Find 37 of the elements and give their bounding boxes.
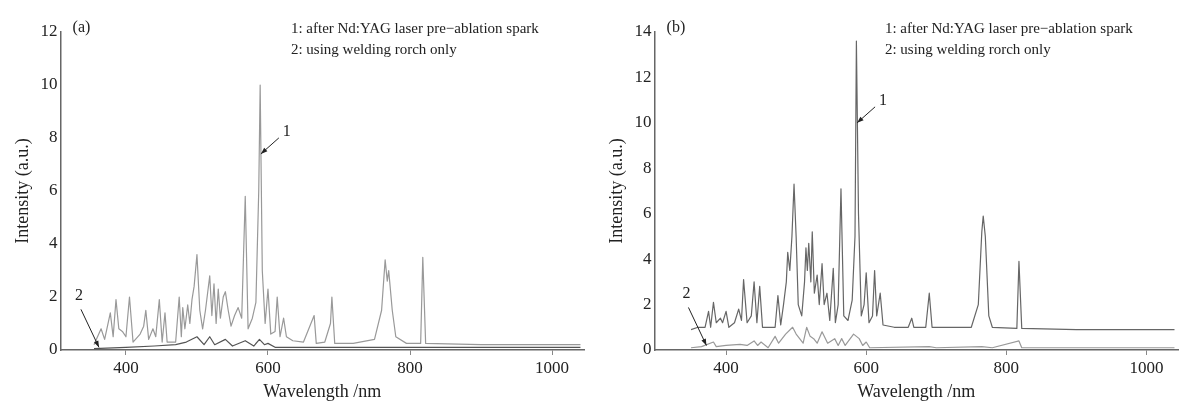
y-tick-label: 14 [634,21,653,41]
x-axis-title: Wavelength /nm [263,380,382,401]
annotation: 1: after Nd:YAG laser pre−ablation spark [290,20,540,37]
x-axis-title: Wavelength /nm [857,380,976,401]
y-tick-label: 8 [49,127,58,147]
x-tick-label: 800 [993,357,1020,377]
y-tick-label: 10 [40,74,58,94]
x-tick-label: 400 [713,357,739,377]
annotation: 2 [74,285,83,303]
y-tick-label: 12 [40,21,58,41]
annotation: 1 [879,91,888,109]
y-tick-label: 8 [643,157,652,177]
x-tick-label: 600 [853,357,879,377]
y-axis-title: Intensity (a.u.) [605,138,627,244]
y-tick-label: 6 [49,180,58,200]
annotation: 1 [282,122,291,140]
x-tick-label: 800 [397,357,423,377]
y-tick-label: 10 [634,112,652,132]
y-tick-label: 2 [643,294,652,314]
chart-title: (b) [666,18,686,37]
y-tick-label: 0 [49,339,58,359]
y-tick-label: 12 [634,66,652,86]
y-tick-label: 2 [49,286,58,306]
y-tick-label: 0 [643,339,652,359]
y-tick-label: 4 [49,233,59,253]
chart-title: (a) [72,18,91,37]
annotation: 1: after Nd:YAG laser pre−ablation spark [884,20,1134,37]
x-tick-label: 1000 [1129,357,1164,377]
x-tick-label: 1000 [535,357,570,377]
y-tick-label: 4 [643,248,653,268]
y-axis-title: Intensity (a.u.) [11,138,33,244]
x-tick-label: 400 [113,357,139,377]
y-tick-label: 6 [643,203,652,223]
annotation: 2: using welding rorch only [884,41,1052,58]
x-tick-label: 600 [255,357,281,377]
annotation: 2: using welding rorch only [290,41,458,58]
annotation: 2 [682,283,691,301]
